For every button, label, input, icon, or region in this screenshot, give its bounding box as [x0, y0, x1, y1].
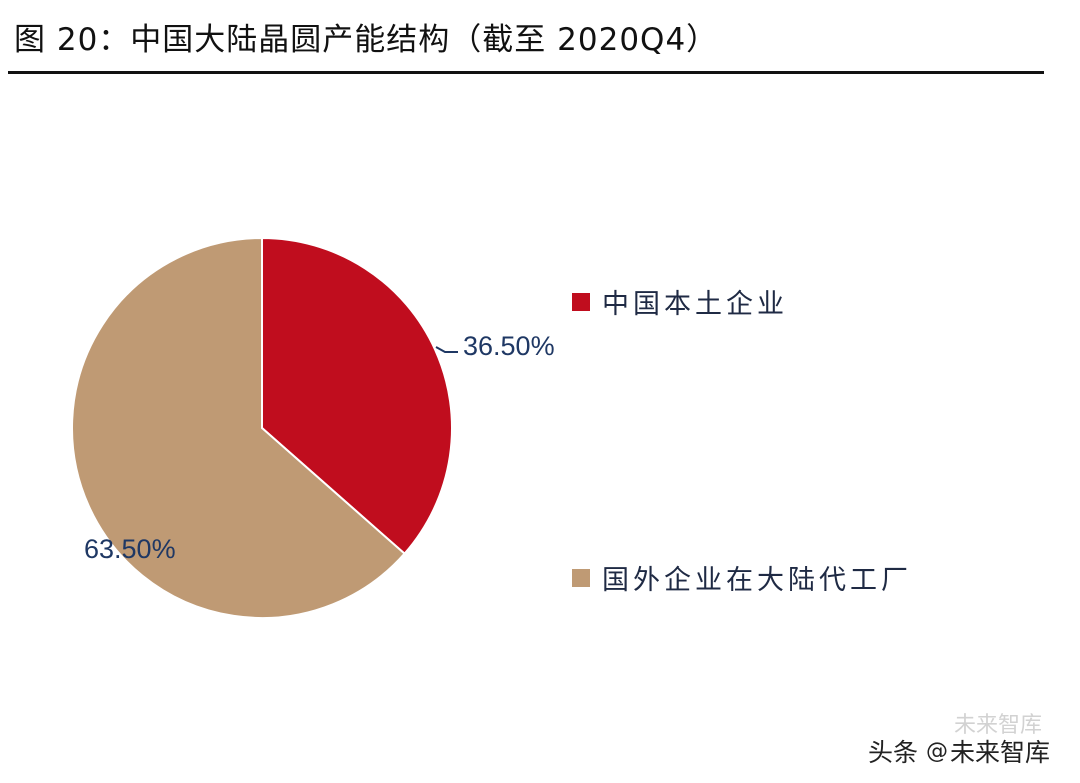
page-title: 图 20：中国大陆晶圆产能结构（截至 2020Q4） [14, 22, 719, 58]
leader-line-slice-1 [435, 346, 458, 353]
legend-item-foreign: 国外企业在大陆代工厂 [572, 558, 912, 597]
pie-slice-2 [71, 236, 406, 619]
at-icon: @ [925, 738, 948, 764]
legend-swatch-domestic [572, 292, 590, 311]
watermark: 头条 @ 未来智库 [868, 733, 1050, 769]
watermark-account: 未来智库 [949, 738, 1050, 767]
data-label-slice-1: 36.50% [463, 331, 555, 361]
pie-slice-1 [261, 236, 453, 556]
watermark-platform: 头条 [867, 738, 918, 767]
legend-item-domestic: 中国本土企业 [572, 282, 788, 321]
legend-swatch-foreign [572, 568, 590, 587]
watermark-ghost-text: 未来智库 [953, 713, 1042, 738]
legend-label-domestic: 中国本土企业 [602, 289, 788, 320]
chart-legend: 中国本土企业 国外企业在大陆代工厂 [572, 276, 992, 596]
data-label-slice-2: 63.50% [84, 534, 176, 564]
legend-label-foreign: 国外企业在大陆代工厂 [602, 565, 912, 596]
pie-slices [71, 236, 453, 619]
title-divider [8, 71, 1044, 74]
